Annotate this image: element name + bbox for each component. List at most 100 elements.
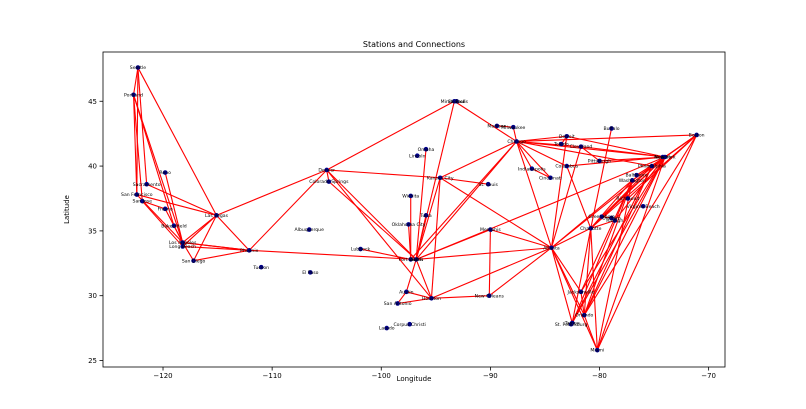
plot-area-frame — [102, 51, 726, 368]
station-point-greensboro — [599, 214, 604, 219]
edge-milwaukee-madison — [496, 125, 514, 128]
station-point-st-paul — [454, 98, 459, 104]
station-label-atlanta: Atlanta — [543, 245, 560, 251]
edge-denver-minneapolis — [326, 100, 455, 171]
edge-reno-los-angeles — [164, 172, 184, 243]
edge-chicago-atlanta — [516, 141, 553, 248]
edge-buffalo-charlotte — [590, 128, 613, 229]
station-label-sacramento: Sacramento — [133, 182, 161, 188]
station-point-baltimore — [634, 172, 639, 178]
station-label-las-vegas: Las Vegas — [205, 213, 229, 219]
station-label-long-beach: Long Beach — [169, 244, 196, 250]
station-point-fresno — [162, 206, 168, 212]
station-label-new-orleans: New Orleans — [475, 293, 505, 299]
edges-layer — [133, 67, 698, 351]
edge-dallas-austin — [405, 259, 417, 292]
station-label-san-jose: San Jose — [133, 199, 153, 205]
edge-phoenix-los-angeles — [182, 242, 250, 251]
edge-charlotte-raleigh — [590, 219, 615, 229]
station-label-orlando: Orlando — [575, 313, 593, 319]
edge-charlotte-miami — [590, 228, 598, 351]
station-label-san-antonio: San Antonio — [384, 301, 412, 307]
station-label-st-louis: St. Louis — [478, 182, 498, 188]
edge-houston-san-antonio — [397, 297, 432, 305]
edge-indianapolis-chicago — [516, 141, 533, 169]
station-label-richmond: Richmond — [616, 196, 639, 202]
edge-houston-kansas-city — [430, 177, 441, 299]
station-label-tucson: Tucson — [252, 265, 269, 271]
station-point-milwaukee — [511, 124, 516, 130]
station-point-seattle — [135, 65, 141, 70]
station-label-st-petersburg: St. Petersburg — [555, 322, 588, 328]
station-point-houston — [429, 295, 434, 301]
station-point-san-diego — [191, 258, 196, 264]
x-axis: −120 −110 −100 −90 −80 −70 — [153, 367, 716, 380]
station-point-atlanta — [549, 245, 554, 251]
station-label-chicago: Chicago — [507, 139, 526, 145]
station-point-oklahoma-city — [406, 222, 411, 227]
station-label-albuquerque: Albuquerque — [295, 227, 325, 233]
station-point-san-jose — [139, 198, 145, 204]
edge-bakersfield-los-angeles — [173, 225, 184, 243]
edge-new-york-orlando — [583, 156, 666, 316]
edge-dallas-atlanta — [416, 247, 552, 260]
edge-new-york-columbus — [566, 156, 666, 167]
y-axis-label: Latitude — [63, 195, 71, 224]
edge-philadelphia-tampa — [571, 165, 653, 324]
edge-washington-miami — [596, 180, 633, 351]
edge-indianapolis-cincinnati — [531, 168, 551, 179]
station-point-san-francisco — [134, 192, 140, 197]
station-point-indianapolis — [529, 166, 535, 171]
edge-denver-houston — [326, 169, 432, 299]
station-point-dallas — [413, 257, 419, 262]
x-tick-label: −80 — [592, 372, 607, 380]
edge-las-vegas-phoenix — [216, 214, 250, 251]
edge-new-orleans-memphis — [488, 229, 491, 296]
edge-new-york-cleveland — [580, 146, 666, 158]
station-point-los-angeles — [180, 240, 185, 245]
station-point-durham — [609, 215, 614, 221]
edge-washington-orlando — [583, 180, 633, 316]
station-label-san-diego: San Diego — [182, 258, 206, 264]
edge-san-jose-fresno — [142, 200, 166, 210]
station-label-virginia-beach: Virginia Beach — [627, 204, 660, 210]
station-point-phoenix — [246, 248, 252, 253]
edge-san-diego-phoenix — [193, 249, 250, 262]
edge-columbus-chicago — [516, 140, 568, 167]
y-tick-label: 40 — [88, 163, 97, 171]
station-point-new-orleans — [486, 293, 492, 299]
station-label-baltimore: Baltimore — [625, 173, 647, 179]
station-label-seattle: Seattle — [130, 65, 146, 71]
edge-atlanta-washington — [551, 179, 633, 249]
station-point-lubbock — [358, 246, 363, 252]
edge-new-york-detroit — [566, 135, 666, 158]
station-label-los-angeles: Los Angeles — [169, 240, 197, 246]
edge-atlanta-new-orleans — [488, 247, 552, 297]
station-label-dallas: Dallas — [409, 257, 424, 263]
edge-atlanta-miami — [550, 247, 598, 351]
edge-orlando-miami — [583, 314, 598, 351]
station-label-philadelphia: Philadelphia — [638, 164, 666, 170]
station-label-raleigh: Raleigh — [606, 218, 623, 224]
edge-long-beach-phoenix — [182, 245, 250, 251]
station-label-lubbock: Lubbock — [351, 247, 371, 253]
station-point-portland — [131, 92, 136, 98]
edge-portland-san-jose — [133, 94, 143, 202]
edge-boston-richmond — [627, 134, 698, 199]
edge-chicago-detroit — [516, 135, 567, 142]
station-point-las-vegas — [214, 213, 219, 218]
edge-seattle-san-francisco — [136, 67, 139, 195]
station-point-albuquerque — [306, 227, 312, 232]
station-label-jacksonville: Jacksonville — [567, 289, 595, 295]
station-label-boston: Boston — [689, 133, 705, 139]
edge-philadelphia-orlando — [583, 165, 653, 316]
station-label-new-york: New York — [654, 155, 675, 161]
edge-dallas-chicago — [415, 141, 517, 260]
station-label-lincoln: Lincoln — [409, 153, 425, 159]
station-label-miami: Miami — [590, 348, 604, 354]
edge-new-york-miami — [596, 156, 666, 351]
station-label-laredo: Laredo — [379, 326, 395, 332]
x-tick-label: −70 — [701, 372, 716, 380]
